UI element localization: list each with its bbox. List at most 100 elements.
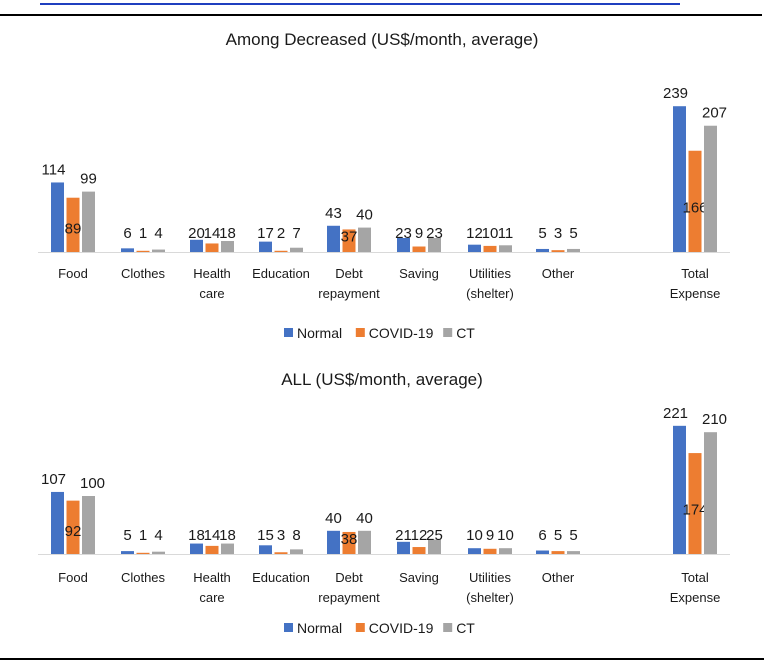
value-label: 18 [219,225,236,242]
value-label: 9 [415,225,423,242]
category-label: Total [681,570,709,585]
bar-normal [190,239,203,252]
category-label: Food [58,266,88,281]
bar-covid-19 [136,250,150,252]
category-label: Other [542,266,575,281]
category-label: Total [681,266,709,281]
category-label: Saving [399,570,439,585]
value-label: 12 [411,527,428,544]
value-label: 14 [204,225,221,242]
category-label: Food [58,570,88,585]
category-label: repayment [318,590,380,605]
category-label: Expense [670,286,721,301]
value-label: 4 [154,527,162,544]
bar-normal [536,248,549,252]
value-label: 210 [702,411,727,428]
category-label: Other [542,570,575,585]
bar-ct [499,245,512,252]
value-label: 25 [426,527,443,544]
category-label: Expense [670,590,721,605]
value-label: 92 [65,523,82,540]
category-label: Clothes [121,266,166,281]
bar-covid-19 [205,545,219,554]
category-label: Utilities [469,570,511,585]
bar-covid-19 [342,229,356,252]
category-label: (shelter) [466,590,514,605]
value-label: 38 [341,531,358,548]
category-label: Education [252,570,310,585]
category-label: Health [193,266,231,281]
value-label: 14 [204,527,221,544]
bar-ct [221,543,234,554]
bar-ct [704,432,717,554]
legend-label: COVID-19 [369,325,434,341]
bar-ct [82,496,95,554]
value-label: 6 [123,225,131,242]
bar-covid-19 [551,250,565,252]
legend-label: CT [456,325,475,341]
value-label: 23 [426,225,443,242]
value-label: 7 [292,225,300,242]
value-label: 43 [325,205,342,222]
value-label: 15 [257,527,274,544]
bar-covid-19 [688,150,702,252]
value-label: 6 [538,527,546,544]
legend-label: Normal [297,325,342,341]
top-border [0,0,762,16]
bar-covid-19 [688,453,702,554]
bar-ct [152,249,165,252]
value-label: 21 [395,527,412,544]
category-label: care [199,286,224,301]
legend-label: CT [456,620,475,636]
value-label: 17 [257,225,274,242]
bar-ct [290,247,303,252]
bar-normal [121,551,134,554]
category-label: repayment [318,286,380,301]
bar-ct [358,227,371,252]
bar-ct [152,551,165,554]
category-label: Saving [399,266,439,281]
value-label: 1 [139,527,147,544]
bar-ct [428,237,441,252]
bar-covid-19 [66,500,80,554]
bar-normal [259,241,272,252]
value-label: 5 [569,225,577,242]
value-label: 10 [482,225,499,242]
bar-covid-19 [412,246,426,252]
value-label: 18 [219,527,236,544]
legend-swatch [284,623,293,632]
bar-normal [397,237,410,252]
bar-ct [221,241,234,252]
value-label: 9 [486,527,494,544]
value-label: 18 [188,527,205,544]
value-label: 40 [325,510,342,527]
bar-normal [468,548,481,554]
value-label: 20 [188,225,205,242]
bar-normal [51,182,64,252]
legend-swatch [355,328,365,337]
value-label: 5 [569,527,577,544]
value-label: 23 [395,225,412,242]
bar-covid-19 [66,197,80,252]
bar-normal [190,543,203,554]
value-label: 221 [663,405,688,422]
category-label: Clothes [121,570,166,585]
legend-swatch [284,328,293,337]
legend-label: COVID-19 [369,620,434,636]
value-label: 1 [139,225,147,242]
value-label: 99 [80,171,97,188]
bar-normal [121,248,134,252]
category-label: (shelter) [466,286,514,301]
bar-ct [567,551,580,554]
bar-covid-19 [412,547,426,554]
value-label: 5 [123,527,131,544]
chart-title: Among Decreased (US$/month, average) [226,30,539,49]
legend-swatch [443,328,453,337]
bar-covid-19 [551,551,565,554]
bar-covid-19 [483,245,497,252]
chart-title: ALL (US$/month, average) [281,370,483,389]
bar-covid-19 [274,250,288,252]
bar-normal [673,425,686,554]
value-label: 40 [356,207,373,224]
legend-label: Normal [297,620,342,636]
